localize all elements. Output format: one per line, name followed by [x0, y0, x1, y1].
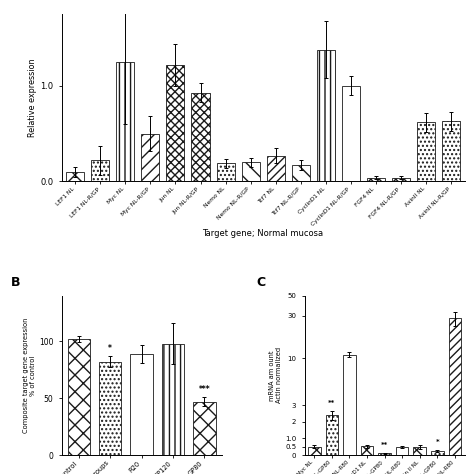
Bar [442, 121, 460, 182]
Y-axis label: Relative expression: Relative expression [28, 59, 37, 137]
Text: B: B [10, 276, 20, 290]
Bar [162, 344, 184, 455]
Text: *: * [108, 344, 112, 353]
Bar [292, 165, 310, 182]
Text: **: ** [381, 442, 388, 448]
Bar [361, 447, 374, 455]
Bar [130, 354, 153, 455]
Y-axis label: mRNA am ount
Actin normalized: mRNA am ount Actin normalized [269, 347, 283, 403]
Bar [367, 178, 385, 182]
Y-axis label: Composite target gene expression
% of control: Composite target gene expression % of co… [23, 318, 36, 433]
Bar [342, 86, 360, 182]
Bar [117, 62, 135, 182]
Bar [141, 134, 159, 182]
Bar [217, 164, 235, 182]
Text: ***: *** [199, 384, 210, 393]
Bar [392, 178, 410, 182]
Bar [166, 65, 184, 182]
Bar [448, 319, 461, 455]
Bar [417, 122, 435, 182]
X-axis label: Target gene; Normal mucosa: Target gene; Normal mucosa [202, 229, 324, 238]
Bar [99, 362, 121, 455]
Bar [91, 160, 109, 182]
Bar [191, 92, 210, 182]
Bar [193, 401, 216, 455]
Bar [317, 50, 335, 182]
Text: **: ** [328, 400, 336, 406]
Bar [266, 155, 284, 182]
Bar [326, 415, 338, 455]
Text: *: * [436, 439, 439, 445]
Bar [413, 447, 426, 455]
Bar [242, 163, 260, 182]
Bar [378, 453, 391, 455]
Bar [308, 447, 320, 455]
Text: C: C [257, 276, 266, 290]
Bar [396, 447, 409, 455]
Bar [66, 172, 84, 182]
Bar [343, 355, 356, 455]
Bar [68, 339, 90, 455]
Bar [431, 451, 444, 455]
